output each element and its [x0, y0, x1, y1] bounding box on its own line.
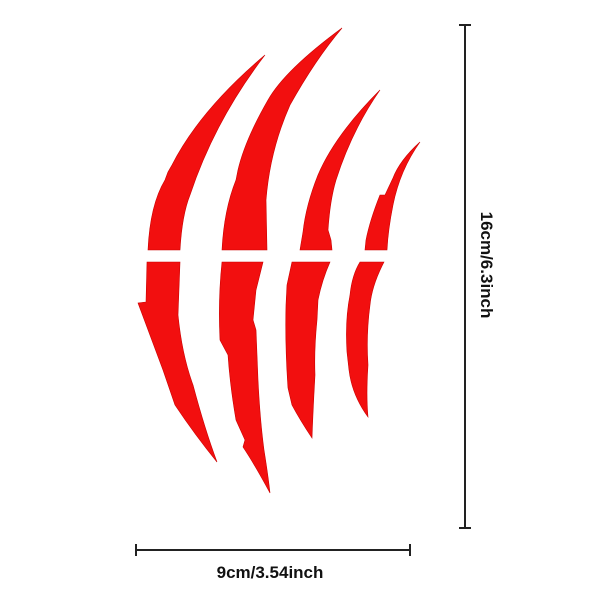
claw-3-upper — [299, 89, 381, 251]
width-dimension-line — [135, 544, 411, 556]
claw-4-upper — [364, 141, 421, 251]
claw-3-lower — [285, 261, 331, 439]
claw-1-upper — [147, 54, 266, 251]
claw-marks — [137, 27, 421, 494]
claw-2-lower — [219, 261, 271, 494]
width-label: 9cm/3.54inch — [217, 563, 324, 582]
claw-2-upper — [221, 27, 343, 251]
claw-4-lower — [346, 261, 385, 419]
height-dimension-line — [459, 24, 471, 529]
claw-1-lower — [137, 261, 218, 463]
height-label: 16cm/6.3inch — [477, 212, 496, 319]
